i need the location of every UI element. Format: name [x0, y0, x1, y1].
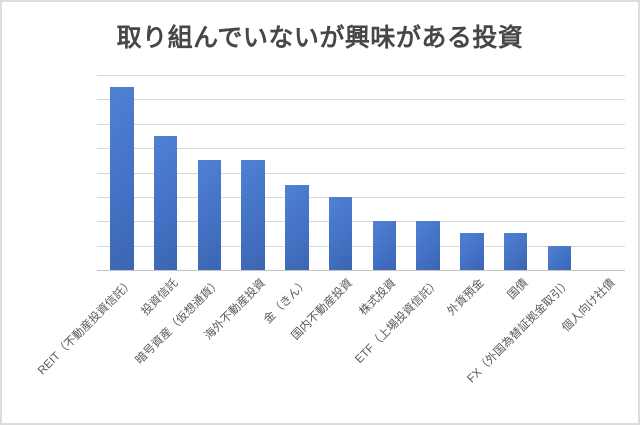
gridline	[97, 245, 625, 247]
bar-7	[372, 221, 397, 270]
x-axis-label-10: 国債	[505, 277, 531, 302]
x-axis-label-3: 暗号資産（仮想通貨）	[134, 277, 224, 367]
bar-11	[547, 245, 572, 270]
bar-9	[460, 233, 484, 270]
x-axis-label-8: ETF（上場投資信託）	[353, 277, 443, 366]
x-axis-label-1: REIT（不動産投資信託）	[36, 277, 137, 378]
gridline	[97, 148, 625, 150]
x-axis-label-2: 投資信託	[139, 277, 181, 319]
x-axis-label-7: 株式投資	[357, 277, 399, 319]
bar-3	[197, 160, 222, 270]
bar-2	[153, 135, 178, 270]
chart-title: 取り組んでいないが興味がある投資	[116, 24, 524, 52]
bar-10	[503, 233, 528, 270]
bar-6	[328, 196, 353, 270]
gridline	[97, 99, 625, 101]
bar-4	[241, 160, 265, 270]
x-axis-line	[97, 270, 625, 271]
gridline	[97, 123, 625, 125]
bar-1	[110, 87, 134, 270]
gridline	[97, 196, 625, 198]
gridline	[97, 75, 625, 76]
gridline	[97, 172, 625, 174]
bar-5	[285, 184, 309, 270]
gridline	[97, 221, 625, 223]
x-axis-label-9: 外貨預金	[445, 277, 487, 319]
bar-8	[416, 221, 440, 270]
